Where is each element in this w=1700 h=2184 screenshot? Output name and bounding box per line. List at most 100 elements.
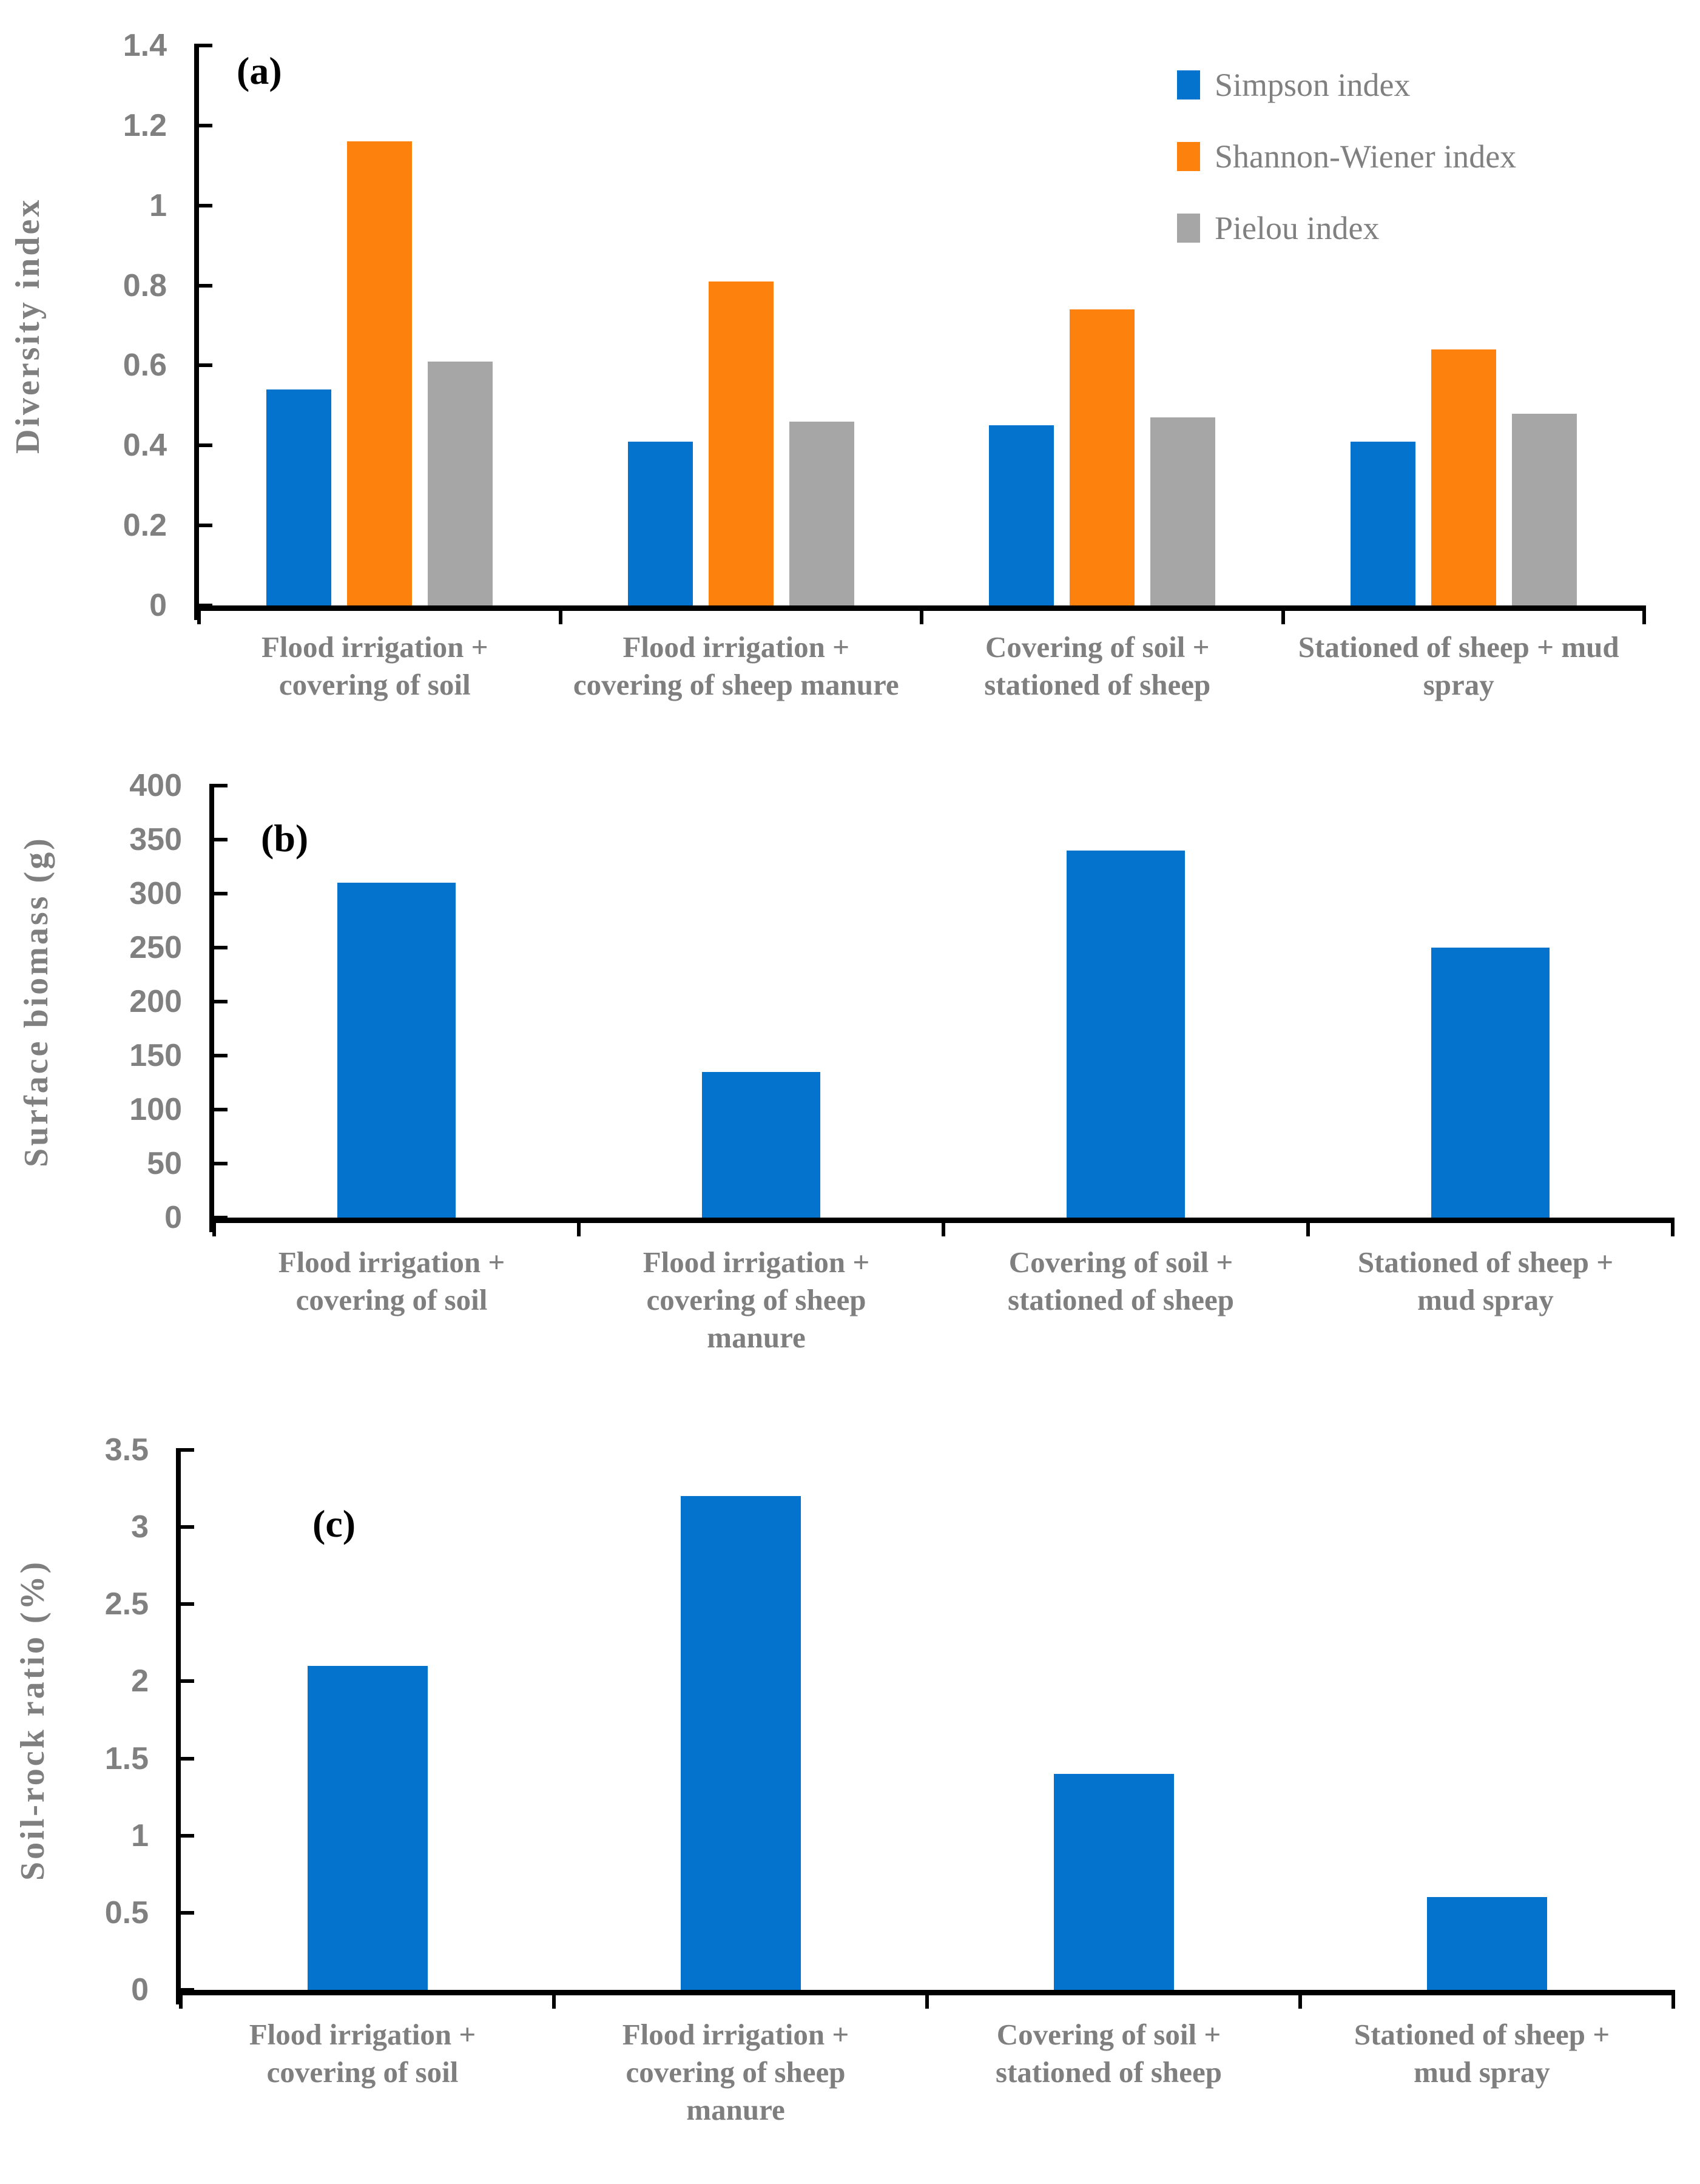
y-axis-tick — [209, 1000, 228, 1003]
bar-simpson-index — [1350, 441, 1415, 605]
y-tick-label: 0 — [131, 1972, 149, 2007]
y-tick-label: 3.5 — [104, 1432, 149, 1468]
y-axis-tick — [176, 1679, 194, 1684]
x-axis-tick — [942, 1218, 945, 1236]
category-label-line: mud spray — [1417, 1283, 1554, 1316]
category-label-line: Stationed of sheep + mud — [1298, 630, 1619, 664]
y-axis-tick — [194, 363, 212, 368]
legend-label: Shannon-Wiener index — [1215, 138, 1517, 175]
y-tick-label: 1 — [131, 1818, 149, 1853]
bar-surface-biomass — [702, 1071, 820, 1218]
bar-simpson-index — [627, 441, 693, 605]
category-label: Flood irrigation + covering of soil — [167, 2016, 558, 2091]
y-tick-label: 1 — [149, 187, 167, 223]
category-label-line: manure — [686, 2093, 785, 2126]
axis-corner — [209, 1218, 214, 1232]
y-tick-label: 2 — [131, 1663, 149, 1699]
legend: Simpson index Shannon-Wiener index Pielou … — [1177, 0, 1693, 273]
category-label: Covering of soil + stationed of sheep — [929, 1244, 1312, 1319]
y-axis-tick — [194, 203, 212, 207]
bar-shannon-wiener-index — [347, 141, 413, 605]
y-axis-tick — [176, 1988, 194, 1992]
bar-soil-rock-ratio — [680, 1496, 801, 1990]
bar-soil-rock-ratio — [1053, 1774, 1174, 1990]
category-label: Flood irrigation + covering of sheep manur… — [540, 2016, 931, 2129]
category-label-line: Stationed of sheep + — [1354, 2018, 1610, 2051]
category-label-line: Stationed of sheep + — [1357, 1245, 1614, 1279]
y-axis-tick — [194, 604, 212, 607]
y-axis-tick — [209, 1054, 228, 1057]
category-label-line: covering of sheep — [626, 2055, 846, 2089]
bar-surface-biomass — [337, 883, 456, 1218]
bar-pielou-index — [428, 361, 493, 605]
category-label-line: covering of sheep manure — [573, 668, 899, 701]
axis-corner — [176, 1990, 181, 2004]
x-axis-tick — [920, 605, 923, 624]
category-label-line: Flood irrigation + — [249, 2018, 476, 2051]
category-label: Flood irrigation + covering of sheep manur… — [565, 1244, 948, 1357]
y-axis-tick — [209, 838, 228, 841]
category-label-line: Covering of soil + — [1008, 1245, 1233, 1279]
y-tick-label: 100 — [129, 1092, 182, 1127]
y-tick-label: 1.2 — [123, 107, 167, 143]
category-label: Flood irrigation + covering of soil — [200, 1244, 583, 1319]
legend-swatch-pielou-index — [1177, 214, 1200, 243]
category-label: Stationed of sheep + mud spray — [1286, 2016, 1678, 2091]
panel-letter-a: (a) — [237, 49, 282, 92]
y-tick-label: 0 — [149, 588, 167, 623]
legend-label: Simpson index — [1215, 67, 1411, 103]
x-axis-tick — [577, 1218, 581, 1236]
bar-pielou-index — [1511, 413, 1577, 605]
y-axis-tick — [176, 1525, 194, 1529]
y-axis-tick — [209, 892, 228, 895]
legend-item: Pielou index — [1177, 209, 1379, 248]
y-axis-tick — [176, 1833, 194, 1838]
y-tick-label: 2.5 — [104, 1586, 149, 1622]
y-axis-tick — [209, 784, 228, 787]
category-label-line: covering of soil — [278, 668, 471, 701]
y-axis-tick — [194, 44, 212, 47]
legend-item: Shannon-Wiener index — [1177, 137, 1516, 176]
plot-area-b — [209, 784, 1675, 1236]
x-axis-tick — [558, 605, 562, 624]
x-axis-tick — [552, 1990, 556, 2009]
y-axis-tick — [194, 443, 212, 448]
y-axis-tick — [194, 123, 212, 127]
category-label-line: Covering of soil + — [985, 630, 1210, 664]
bar-surface-biomass — [1067, 850, 1185, 1218]
plot-area-c — [176, 1448, 1675, 2009]
bar-pielou-index — [1150, 417, 1216, 605]
legend-swatch-simpson-index — [1177, 70, 1200, 99]
y-axis-tick — [176, 1910, 194, 1915]
y-tick-label: 400 — [129, 768, 182, 803]
x-axis-tick — [1298, 1990, 1302, 2009]
legend-item: Simpson index — [1177, 66, 1411, 104]
bar-simpson-index — [266, 389, 332, 605]
category-label-line: covering of soil — [266, 2055, 459, 2089]
bar-pielou-index — [789, 421, 854, 605]
legend-label: Pielou index — [1215, 210, 1380, 246]
y-tick-label: 250 — [129, 930, 182, 965]
legend-swatch-shannon-wiener-index — [1177, 142, 1200, 171]
category-label-line: Flood irrigation + — [261, 630, 488, 664]
y-tick-label: 0.5 — [104, 1895, 149, 1930]
x-axis-tick — [1281, 605, 1285, 624]
plot-area-a — [194, 44, 1646, 624]
y-axis-tick — [209, 1216, 228, 1219]
category-label: Stationed of sheep + mud spray — [1269, 629, 1649, 704]
panel-c: Soil-rock ratio (%) (c) 0 0.5 1 1.5 2 2.5 3 3.5… — [0, 1426, 1700, 2184]
category-label: Stationed of sheep + mud spray — [1294, 1244, 1677, 1319]
category-label-line: Flood irrigation + — [643, 1245, 870, 1279]
category-label-line: spray — [1423, 668, 1494, 701]
bar-soil-rock-ratio — [307, 1666, 428, 1990]
y-tick-label: 0.6 — [123, 348, 167, 383]
axis-corner — [194, 605, 199, 620]
bar-shannon-wiener-index — [1070, 309, 1135, 605]
x-axis-tick — [212, 1218, 216, 1236]
category-label-line: Flood irrigation + — [622, 2018, 849, 2051]
category-label-line: Flood irrigation + — [278, 1245, 505, 1279]
y-tick-label: 0.8 — [123, 268, 167, 303]
y-tick-label: 50 — [147, 1146, 182, 1181]
y-tick-label: 300 — [129, 876, 182, 911]
y-axis-tick — [176, 1602, 194, 1606]
